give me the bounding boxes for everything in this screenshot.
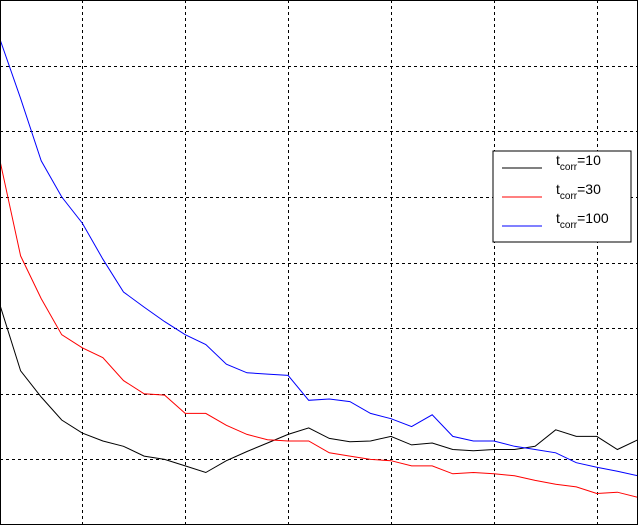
- series-line-t-corr-10: [0, 305, 638, 474]
- legend-label-t-corr-30: tcorr=30: [556, 181, 601, 202]
- series-line-t-corr-30: [0, 160, 638, 498]
- legend-label-t-corr-10: tcorr=10: [556, 152, 601, 173]
- series-lines: [0, 39, 638, 498]
- y-gridlines: [0, 66, 638, 460]
- legend-label-t-corr-100: tcorr=100: [556, 210, 609, 231]
- legend: tcorr=10 tcorr=30 tcorr=100: [492, 150, 632, 243]
- series-line-t-corr-100: [0, 39, 638, 477]
